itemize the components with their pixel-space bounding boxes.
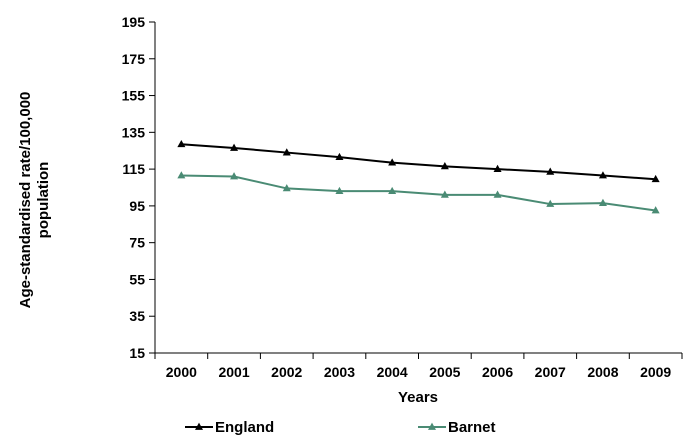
- y-tick-label: 135: [122, 124, 146, 140]
- y-tick-label: 155: [122, 88, 146, 104]
- legend-label: England: [215, 419, 274, 436]
- y-axis-title-line-2: population: [35, 162, 52, 239]
- legend-item-england: England: [185, 419, 274, 436]
- x-tick-label: 2000: [166, 364, 197, 380]
- legend-marker-icon: [195, 422, 203, 430]
- x-tick-label: 2002: [271, 364, 302, 380]
- y-tick-label: 75: [129, 235, 145, 251]
- data-point-england: [177, 139, 186, 148]
- data-point-england: [230, 143, 239, 151]
- series-line-england: [181, 143, 656, 181]
- data-point-england: [335, 152, 344, 161]
- series-barnet: [177, 171, 660, 214]
- data-point-england: [440, 162, 449, 170]
- x-tick-label: 2001: [218, 364, 249, 380]
- x-tick-label: 2008: [587, 364, 618, 380]
- y-tick-label: 15: [129, 345, 145, 361]
- y-tick-label: 175: [122, 51, 146, 67]
- data-point-england: [282, 148, 291, 156]
- data-point-barnet: [335, 186, 344, 195]
- series-line-barnet: [181, 174, 656, 212]
- x-axis-ticks: 2000 2001 2002 2003 2004 2005 2006 2007 2008 2009: [154, 353, 683, 380]
- x-axis-title: Years: [398, 389, 438, 406]
- data-point-barnet: [230, 172, 239, 180]
- data-point-barnet: [546, 199, 555, 207]
- data-point-england: [546, 167, 555, 175]
- x-tick-label: 2009: [640, 364, 671, 380]
- x-tick-label: 2007: [535, 364, 566, 380]
- legend-marker-icon: [428, 422, 436, 430]
- series-england: [177, 139, 660, 183]
- data-point-england: [598, 171, 607, 179]
- legend: England Barnet: [185, 419, 496, 436]
- legend-item-barnet: Barnet: [418, 419, 496, 436]
- y-tick-label: 95: [129, 198, 145, 214]
- x-tick-label: 2003: [324, 364, 355, 380]
- y-axis-title: Age-standardised rate/100,000 population: [17, 92, 52, 309]
- data-point-barnet: [493, 190, 502, 198]
- y-tick-label: 115: [122, 161, 145, 177]
- x-tick-label: 2006: [482, 364, 513, 380]
- y-axis-ticks: 15 35 55 75 95 115 135 155 175 195: [122, 14, 155, 361]
- series-layer: [177, 139, 660, 214]
- data-point-barnet: [598, 198, 607, 207]
- data-point-barnet: [388, 186, 397, 195]
- y-tick-label: 35: [129, 308, 145, 324]
- data-point-barnet: [177, 171, 186, 179]
- data-point-barnet: [282, 184, 291, 192]
- legend-label: Barnet: [448, 419, 496, 436]
- y-tick-label: 195: [122, 14, 146, 30]
- data-point-barnet: [651, 206, 660, 214]
- data-point-england: [651, 174, 660, 183]
- data-point-england: [388, 158, 397, 166]
- data-point-barnet: [440, 190, 449, 198]
- y-tick-label: 55: [129, 271, 145, 287]
- y-axis-title-line-1: Age-standardised rate/100,000: [17, 92, 34, 309]
- x-tick-label: 2005: [429, 364, 460, 380]
- x-tick-label: 2004: [377, 364, 408, 380]
- data-point-england: [493, 164, 502, 172]
